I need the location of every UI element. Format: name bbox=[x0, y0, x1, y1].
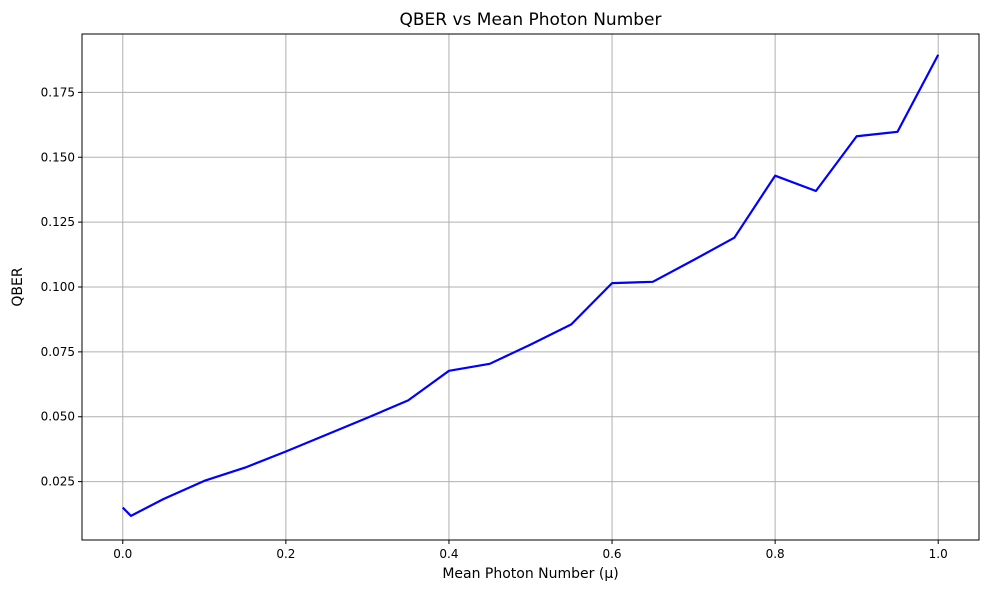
y-tick-label: 0.125 bbox=[41, 215, 75, 229]
y-axis-title: QBER bbox=[10, 267, 26, 306]
x-tick-label: 0.6 bbox=[602, 547, 621, 561]
x-axis-title: Mean Photon Number (μ) bbox=[442, 566, 618, 582]
grid bbox=[82, 34, 979, 540]
y-tick-label: 0.100 bbox=[41, 280, 75, 294]
x-axis-ticks: 0.0 0.2 0.4 0.6 0.8 1.0 bbox=[113, 540, 948, 561]
y-axis-ticks: 0.025 0.050 0.075 0.100 0.125 0.150 0.175 bbox=[41, 85, 82, 489]
y-tick-label: 0.025 bbox=[41, 475, 75, 489]
series-layer bbox=[121, 54, 940, 517]
qber-series-line bbox=[121, 54, 940, 517]
y-tick-label: 0.175 bbox=[41, 85, 75, 99]
y-tick-label: 0.075 bbox=[41, 345, 75, 359]
x-tick-label: 0.4 bbox=[439, 547, 458, 561]
y-tick-label: 0.150 bbox=[41, 150, 75, 164]
x-tick-label: 0.0 bbox=[113, 547, 132, 561]
x-tick-label: 0.2 bbox=[276, 547, 295, 561]
y-tick-label: 0.050 bbox=[41, 410, 75, 424]
x-tick-label: 0.8 bbox=[766, 547, 785, 561]
x-tick-label: 1.0 bbox=[929, 547, 948, 561]
chart-title: QBER vs Mean Photon Number bbox=[399, 10, 661, 30]
